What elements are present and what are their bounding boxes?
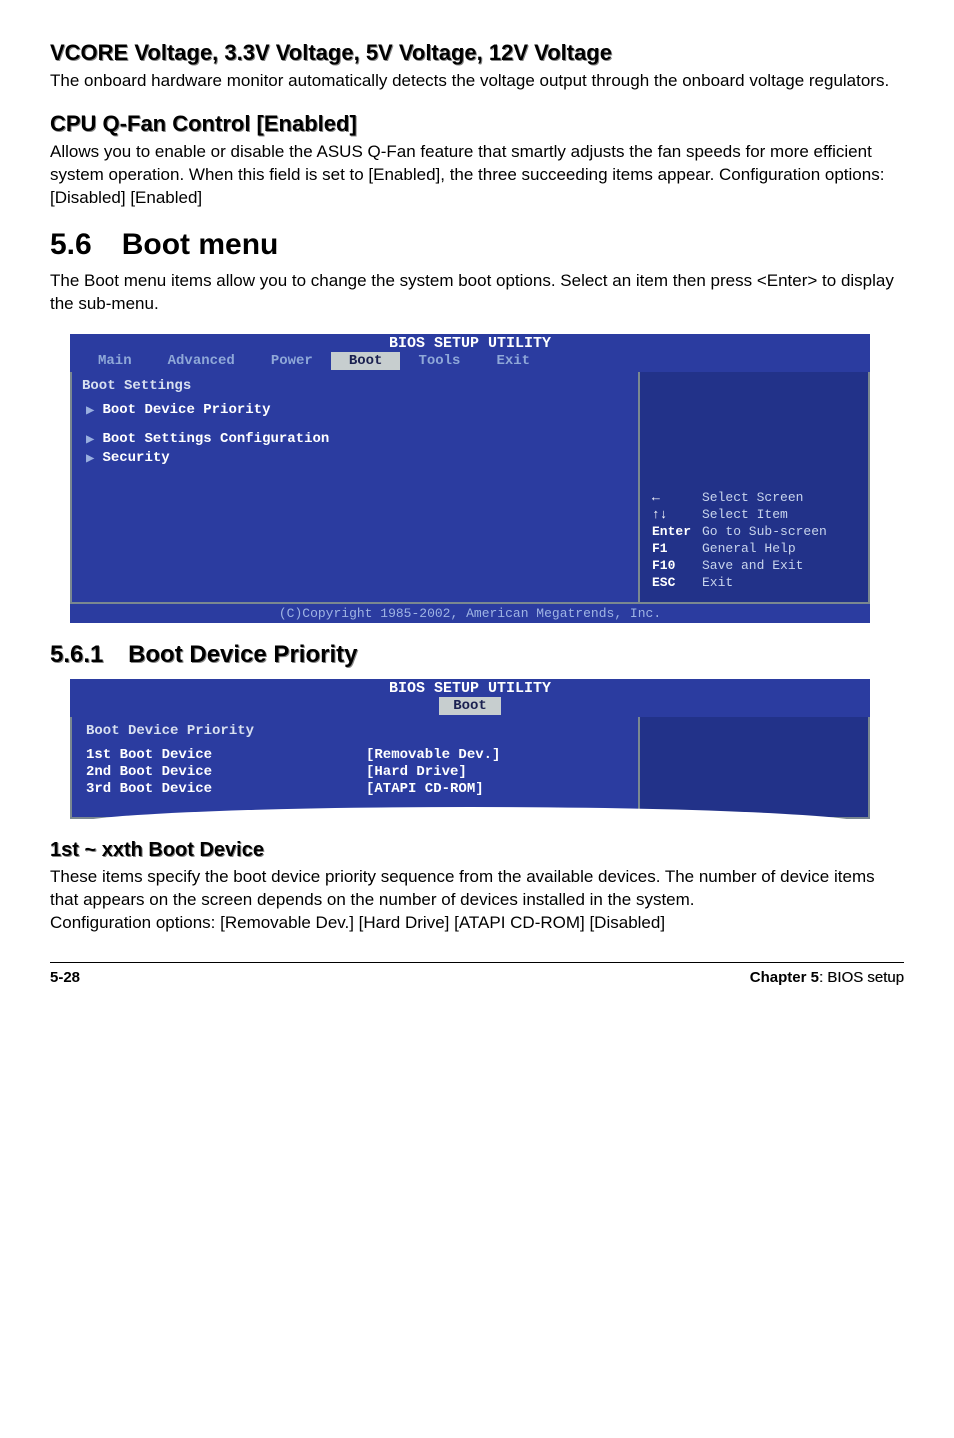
heading-vcore: VCORE Voltage, 3.3V Voltage, 5V Voltage,… (50, 40, 904, 66)
triangle-right-icon: ▶ (86, 450, 94, 467)
bios2-row-2-label: 3rd Boot Device (86, 781, 366, 797)
bios2-row-1-value: [Hard Drive] (366, 764, 467, 780)
bios2-title: BIOS SETUP UTILITY (70, 679, 870, 697)
page-footer: 5-28 Chapter 5: BIOS setup (50, 962, 904, 986)
heading-num-5-6-1: 5.6.1 (50, 641, 103, 669)
bios2-row-0: 1st Boot Device [Removable Dev.] (86, 747, 628, 763)
bios1-help-text-1: Select Item (702, 507, 788, 524)
para-1st-b: Configuration options: [Removable Dev.] … (50, 912, 904, 935)
bios1-help-key-3: F1 (652, 541, 694, 558)
page-number: 5-28 (50, 969, 80, 986)
heading-1st-xxth: 1st ~ xxth Boot Device (50, 839, 904, 862)
bios-screenshot-2: BIOS SETUP UTILITY Boot Boot Device Prio… (70, 679, 870, 819)
bios1-tab-advanced: Advanced (150, 352, 253, 370)
bios1-help-text-5: Exit (702, 575, 733, 592)
heading-title-5-6-1: Boot Device Priority (128, 641, 357, 668)
bios1-item-0-label: Boot Device Priority (102, 402, 270, 418)
bios2-row-0-value: [Removable Dev.] (366, 747, 500, 763)
para-bootmenu: The Boot menu items allow you to change … (50, 270, 904, 316)
bios1-help-text-2: Go to Sub-screen (702, 524, 827, 541)
heading-qfan: CPU Q-Fan Control [Enabled] (50, 111, 904, 137)
bios2-left-pane: Boot Device Priority 1st Boot Device [Re… (72, 717, 638, 817)
heading-num-5-6: 5.6 (50, 228, 92, 262)
para-vcore: The onboard hardware monitor automatical… (50, 70, 904, 93)
para-qfan: Allows you to enable or disable the ASUS… (50, 141, 904, 210)
bios-screenshot-1: BIOS SETUP UTILITY Main Advanced Power B… (70, 334, 870, 623)
bios1-help-text-4: Save and Exit (702, 558, 803, 575)
bios1-footer: (C)Copyright 1985-2002, American Megatre… (70, 604, 870, 623)
bios1-tabs: Main Advanced Power Boot Tools Exit (70, 352, 870, 372)
bios1-item-1: ▶ Boot Settings Configuration (82, 431, 628, 448)
chapter-num: Chapter 5 (750, 969, 819, 986)
bios2-row-1-label: 2nd Boot Device (86, 764, 366, 780)
bios1-tab-tools: Tools (400, 352, 478, 370)
bios2-row-1: 2nd Boot Device [Hard Drive] (86, 764, 628, 780)
bios1-help-key-1: ↑↓ (652, 507, 694, 524)
bios2-tab-boot: Boot (439, 697, 501, 715)
bios1-help-key-0: ← (652, 490, 694, 507)
bios1-tab-main: Main (80, 352, 150, 370)
bios1-help-text-0: Select Screen (702, 490, 803, 507)
triangle-right-icon: ▶ (86, 431, 94, 448)
triangle-right-icon: ▶ (86, 402, 94, 419)
bios2-right-pane (638, 717, 868, 817)
bios1-tab-power: Power (253, 352, 331, 370)
bios1-item-0: ▶ Boot Device Priority (82, 402, 628, 419)
bios1-help-pane: ← Select Screen ↑↓ Select Item Enter Go to … (638, 372, 868, 602)
bios2-row-0-label: 1st Boot Device (86, 747, 366, 763)
bios1-left-pane: Boot Settings ▶ Boot Device Priority ▶ B… (72, 372, 638, 602)
bios1-help-key-5: ESC (652, 575, 694, 592)
heading-title-5-6: Boot menu (122, 228, 279, 262)
bios1-item-1-label: Boot Settings Configuration (102, 431, 329, 447)
bios1-help-key-4: F10 (652, 558, 694, 575)
heading-5-6-1: 5.6.1 Boot Device Priority (50, 641, 904, 669)
bios1-tab-boot: Boot (331, 352, 401, 370)
para-1st-a: These items specify the boot device prio… (50, 866, 904, 912)
bios1-help-text-3: General Help (702, 541, 796, 558)
chapter-label: Chapter 5: BIOS setup (750, 969, 904, 986)
bios1-item-2-label: Security (102, 450, 169, 466)
bios1-item-2: ▶ Security (82, 450, 628, 467)
bios2-row-2-value: [ATAPI CD-ROM] (366, 781, 484, 797)
bios1-title: BIOS SETUP UTILITY (70, 334, 870, 352)
bios2-tabbar: Boot (70, 697, 870, 717)
bios2-row-2: 3rd Boot Device [ATAPI CD-ROM] (86, 781, 628, 797)
bios2-heading: Boot Device Priority (86, 723, 628, 739)
bios1-tab-exit: Exit (478, 352, 548, 370)
chapter-title: : BIOS setup (819, 969, 904, 986)
bios1-help-key-2: Enter (652, 524, 694, 541)
bios1-left-heading: Boot Settings (82, 378, 628, 394)
